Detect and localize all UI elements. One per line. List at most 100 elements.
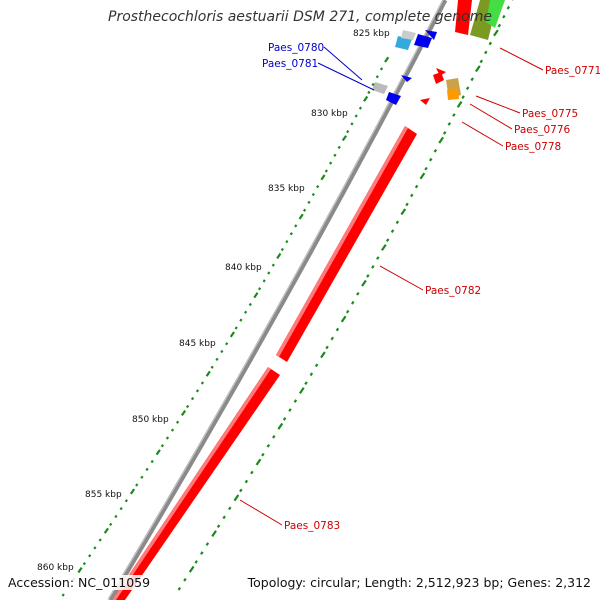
gc-skew-mark — [320, 351, 326, 359]
cds-paes-0780[interactable] — [401, 75, 412, 82]
gc-skew-mark — [145, 467, 149, 471]
gc-skew-mark — [354, 114, 358, 118]
gene-label[interactable]: Paes_0781 — [262, 58, 318, 70]
gc-skew-mark — [346, 130, 350, 134]
gc-skew-mark — [140, 475, 144, 479]
gene-label[interactable]: Paes_0771 — [545, 65, 600, 77]
cds-paes-0782[interactable] — [276, 126, 417, 362]
gene-label[interactable]: Paes_0782 — [425, 285, 481, 297]
gc-skew-mark — [325, 345, 329, 350]
cds-paes-0783-highlight — [112, 367, 271, 600]
cds-blue-1[interactable] — [414, 34, 432, 48]
map-title: Prosthecochloris aestuarii DSM 271, comp… — [108, 9, 492, 25]
gc-skew-mark — [114, 514, 118, 519]
gene-label[interactable]: Paes_0775 — [522, 108, 578, 120]
gc-skew-mark — [180, 409, 187, 417]
gc-skew-mark — [119, 506, 123, 511]
gc-skew-mark — [329, 161, 333, 165]
gc-skew-mark — [262, 279, 266, 283]
gc-skew-mark — [188, 565, 195, 573]
gc-skew-mark — [316, 185, 320, 189]
gene-leader-line — [475, 95, 521, 114]
gc-skew-mark — [200, 551, 204, 555]
gc-skew-mark — [250, 470, 254, 475]
gc-skew-mark — [276, 252, 282, 259]
gc-skew-mark — [461, 95, 465, 99]
gc-skew-mark — [475, 65, 481, 73]
cds-blue-2[interactable] — [425, 30, 437, 40]
gc-skew-mark — [285, 239, 289, 244]
gene-label[interactable]: Paes_0778 — [505, 141, 561, 153]
backbone-circle — [107, 0, 448, 600]
gc-skew-mark — [155, 449, 161, 456]
gc-skew-mark — [248, 302, 252, 307]
cds-paes-0771[interactable] — [455, 0, 472, 35]
gc-skew-mark — [183, 578, 187, 582]
gc-skew-mark — [345, 309, 350, 314]
tick-labels: 825 kbp 830 kbp 835 kbp 840 kbp 845 kbp 850 k… — [37, 29, 390, 573]
gc-skew-mark — [220, 349, 224, 354]
gene-label[interactable]: Paes_0783 — [284, 520, 340, 532]
gc-skew-mark — [200, 381, 205, 385]
gc-skew-mark — [479, 59, 484, 64]
gc-skew-mark — [280, 247, 284, 252]
gc-skew-mark — [205, 370, 211, 377]
gc-skew-mark — [244, 310, 248, 314]
gene-leader-line — [469, 103, 513, 130]
gene-labels: Paes_0771 Paes_0775 Paes_0776 Paes_0778 Paes… — [239, 42, 600, 532]
gc-skew-mark — [82, 561, 86, 566]
gc-skew-mark — [61, 593, 65, 597]
gene-label[interactable]: Paes_0776 — [514, 124, 571, 136]
tick-label: 855 kbp — [85, 490, 122, 500]
gc-skew-mark — [379, 67, 384, 71]
gc-skew-mark — [135, 483, 139, 487]
gc-skew-mark — [129, 488, 136, 495]
gc-skew-mark — [488, 41, 493, 46]
gc-skew-mark — [493, 29, 499, 37]
gc-skew-mark — [298, 213, 304, 220]
gc-skew-mark — [253, 292, 259, 299]
gc-skew-mark — [185, 404, 190, 409]
gc-skew-mark — [170, 428, 175, 432]
gene-leader-line — [461, 121, 504, 147]
gc-skew-mark — [447, 122, 452, 126]
cds-paes-0778[interactable] — [420, 98, 430, 105]
gc-skew-mark — [195, 389, 200, 393]
gc-skew-mark — [390, 229, 395, 234]
gc-skew-mark — [177, 586, 182, 591]
cds-orange — [447, 88, 459, 100]
gc-skew-mark — [266, 443, 271, 448]
gene-leader-line — [317, 62, 375, 91]
cds-grey-1 — [401, 30, 416, 40]
gc-skew-mark — [205, 542, 210, 546]
gc-skew-mark — [289, 232, 293, 236]
gc-skew-mark — [233, 494, 240, 502]
cds-lightgreen-block — [486, 0, 505, 28]
tick-label: 860 kbp — [37, 563, 74, 573]
gc-skew-mark — [294, 224, 298, 228]
gc-skew-mark — [470, 77, 474, 82]
gc-skew-mark — [335, 327, 340, 332]
gc-skew-mark — [366, 274, 370, 278]
cds-grey-2 — [372, 82, 388, 94]
gc-skew-mark — [405, 202, 409, 207]
tick-label: 845 kbp — [179, 339, 216, 349]
gc-skew-mark — [361, 279, 367, 287]
gc-skew-mark — [350, 122, 354, 126]
gc-skew-mark — [351, 300, 355, 305]
gc-skew-mark — [244, 479, 249, 484]
gc-skew-mark — [381, 244, 387, 251]
gc-skew-mark — [194, 560, 198, 564]
gc-skew-mark — [442, 131, 447, 135]
gc-skew-mark — [175, 420, 180, 424]
gene-label[interactable]: Paes_0780 — [268, 42, 324, 54]
gc-skew-mark — [210, 365, 214, 369]
gc-skew-mark — [311, 192, 315, 197]
gc-skew-outer-track — [177, 0, 514, 591]
gene-leader-line — [379, 265, 424, 291]
gc-skew-mark — [414, 184, 419, 189]
cds-paes-0781[interactable] — [386, 92, 401, 105]
gc-skew-mark — [298, 387, 305, 394]
gc-skew-mark — [367, 90, 371, 95]
gc-skew-mark — [257, 287, 262, 291]
